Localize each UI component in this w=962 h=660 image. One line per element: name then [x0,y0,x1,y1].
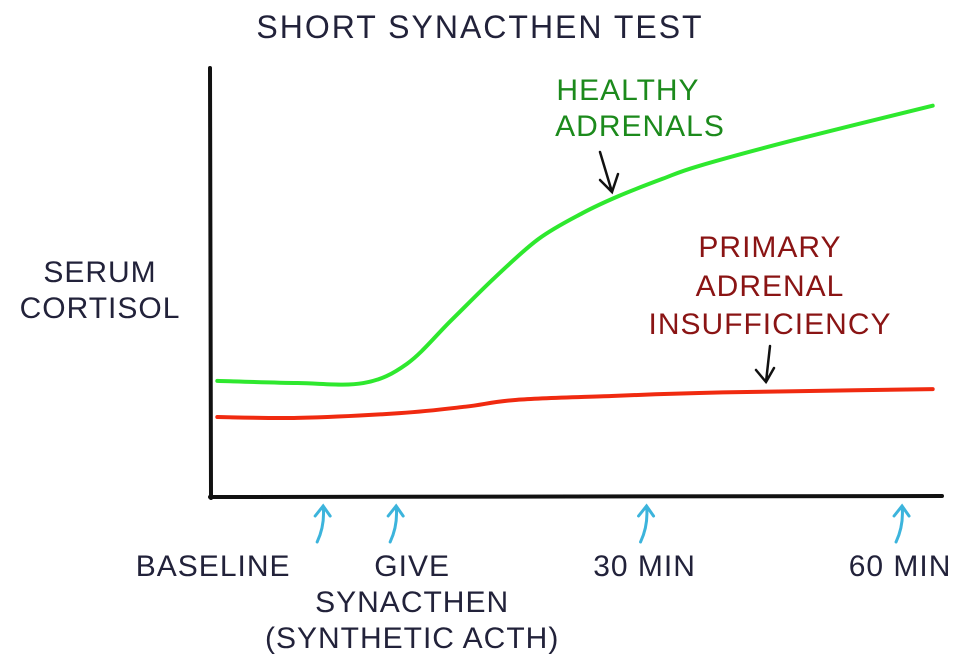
x-annotation-label: (SYNTHETIC ACTH) [265,622,559,655]
annotation-arrow-icon [892,503,911,544]
y-axis [208,66,213,500]
x-axis [208,494,944,499]
x-annotation-label: 30 MIN [593,550,696,583]
series-label-pai-line-1: PRIMARY [698,231,841,264]
annotation-arrow-icon [386,503,405,544]
arrow-icon-healthy [598,150,620,195]
y-axis-label-line-2: CORTISOL [20,292,181,325]
x-annotation-label: 60 MIN [849,550,952,583]
arrow-icon-pai [754,344,776,385]
series-label-healthy-line-2: ADRENALS [555,110,725,143]
y-axis-label-line-1: SERUM [43,256,156,289]
annotation-arrow-icon [637,503,656,544]
chart-title: SHORT SYNACTHEN TEST [256,9,703,45]
series-line-primary-adrenal-insufficiency [215,387,935,421]
x-annotation-label: BASELINE [136,550,291,583]
series-label-pai-line-3: INSUFFICIENCY [648,308,891,341]
x-annotation-label: SYNACTHEN [315,586,509,619]
x-annotation-label: GIVE [374,550,450,583]
series-label-pai-line-2: ADRENAL [696,270,845,303]
series-label-healthy-line-1: HEALTHY [556,74,699,107]
series-line-healthy-adrenals [215,103,935,387]
annotation-arrow-icon [313,503,332,544]
